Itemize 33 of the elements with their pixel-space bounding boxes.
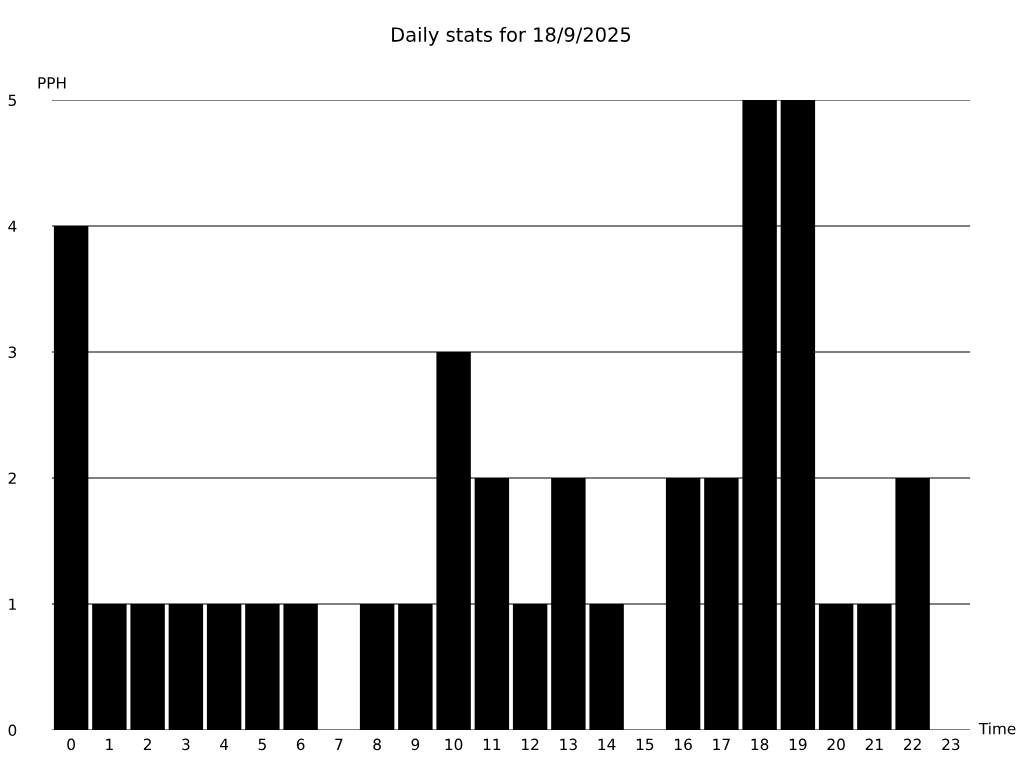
x-axis-title: Time — [978, 722, 1016, 735]
x-tick-label: 0 — [67, 738, 75, 751]
x-tick-label: 3 — [182, 738, 190, 751]
x-tick-label: 4 — [220, 738, 229, 750]
x-tick-label: 14 — [598, 738, 616, 750]
x-tick-label: 10 — [445, 738, 463, 751]
x-tick-label: 17 — [713, 738, 730, 750]
x-tick-label: 15 — [636, 738, 654, 751]
x-tick-label: 18 — [751, 738, 769, 751]
chart-title: Daily stats for 18/9/2025 — [392, 26, 631, 46]
x-tick-label: 8 — [373, 738, 381, 751]
x-tick-label: 23 — [942, 738, 960, 751]
x-tick-label: 7 — [335, 738, 343, 750]
y-tick-label: 4 — [8, 220, 17, 232]
x-tick-label: 2 — [143, 738, 151, 750]
y-axis-title: PPH — [38, 77, 66, 89]
y-tick-label: 3 — [8, 346, 17, 359]
x-tick-label: 19 — [789, 738, 807, 751]
y-tick-label: 5 — [8, 94, 16, 107]
x-tick-label: 5 — [258, 738, 266, 751]
y-tick-label: 2 — [8, 472, 16, 484]
x-tick-label: 6 — [296, 738, 305, 751]
x-tick-label: 22 — [904, 738, 921, 750]
y-tick-label: 1 — [9, 598, 16, 610]
x-tick-label: 11 — [483, 738, 501, 750]
x-tick-label: 1 — [106, 738, 113, 750]
x-tick-label: 21 — [865, 738, 883, 750]
x-tick-label: 13 — [560, 738, 577, 751]
y-tick-label: 0 — [8, 724, 17, 737]
x-tick-label: 16 — [675, 738, 692, 751]
x-tick-label: 9 — [411, 738, 420, 751]
x-tick-label: 20 — [827, 738, 845, 751]
x-tick-label: 12 — [522, 738, 539, 750]
